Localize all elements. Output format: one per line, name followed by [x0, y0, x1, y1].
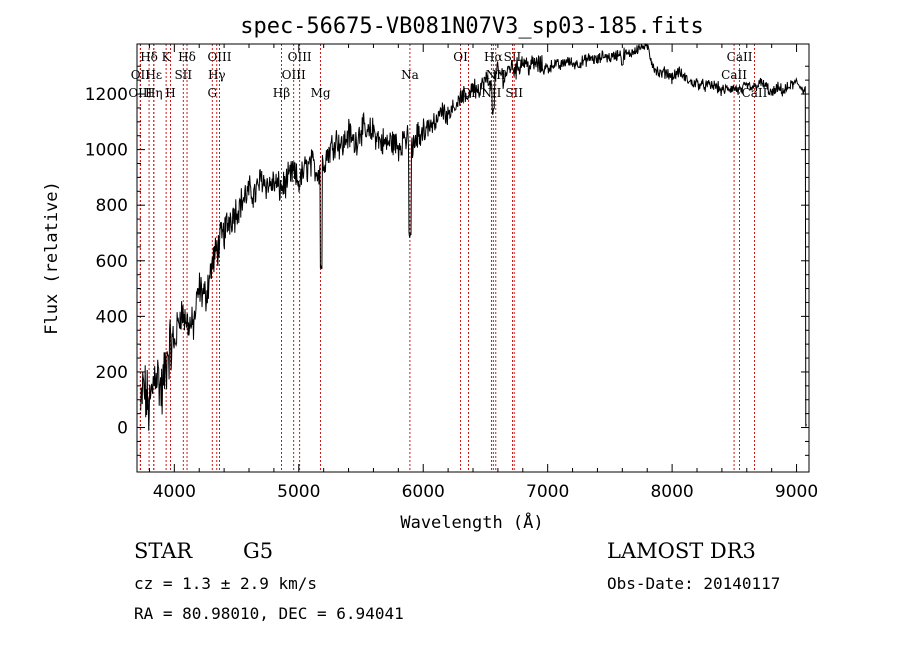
x-tick-label: 6000 [402, 482, 445, 502]
x-tick-label: 5000 [277, 482, 320, 502]
line-marker-label: CaII [727, 50, 753, 64]
line-marker-label: OIII [282, 68, 306, 82]
y-tick-label: 1200 [85, 85, 128, 105]
line-marker-label: CaII [721, 68, 747, 82]
line-marker-label: K [162, 50, 172, 64]
observation-date: Obs-Date: 20140117 [607, 574, 781, 593]
line-marker-label: Hη [145, 86, 163, 100]
x-axis-label: Wavelength (Å) [400, 511, 543, 533]
survey-name: LAMOST DR3 [607, 539, 756, 563]
line-marker-label: Hα [484, 50, 503, 64]
coordinates: RA = 80.98010, DEC = 6.94041 [134, 604, 404, 623]
line-marker-label: CaII [742, 86, 768, 100]
line-marker-label: SII [174, 68, 192, 82]
y-tick-label: 400 [96, 307, 128, 327]
object-class: STAR [134, 539, 193, 563]
line-marker-label: Hδ [178, 50, 196, 64]
line-marker-label: OIII [288, 50, 312, 64]
line-marker-label: OII [131, 68, 151, 82]
line-marker-label: Na [401, 68, 419, 82]
x-tick-label: 9000 [775, 482, 818, 502]
y-tick-label: 600 [96, 252, 128, 272]
x-tick-label: 4000 [153, 482, 196, 502]
line-marker-label: OIII [207, 50, 231, 64]
plot-frame [136, 43, 810, 473]
line-marker-label: OIII [128, 86, 152, 100]
chart-title: spec-56675-VB081N07V3_sp03-185.fits [240, 14, 704, 39]
line-marker-label: SII [505, 86, 523, 100]
spectrum-line [140, 43, 807, 431]
line-marker-label: Hβ [273, 86, 290, 100]
y-axis-label: Flux (relative) [42, 181, 62, 335]
y-tick-label: 200 [96, 363, 128, 383]
y-tick-label: 1000 [85, 141, 128, 161]
object-subclass: G5 [243, 539, 274, 563]
line-marker-label: Mg [311, 86, 331, 100]
axes: 4000 5000 6000 7000 8000 9000 0 200 400 600 800 100… [85, 44, 818, 502]
y-tick-label: 0 [117, 419, 128, 439]
line-marker-label: G [207, 86, 217, 100]
line-marker-label: OI [453, 50, 468, 64]
line-marker-label: Hγ [208, 68, 226, 82]
redshift-cz: cz = 1.3 ± 2.9 km/s [134, 574, 318, 593]
line-marker-label: H [165, 86, 175, 100]
line-marker-label: Hε [145, 68, 162, 82]
x-tick-label: 7000 [526, 482, 569, 502]
x-tick-label: 8000 [650, 482, 693, 502]
y-tick-label: 800 [96, 196, 128, 216]
line-marker-label: Hδ [140, 50, 158, 64]
